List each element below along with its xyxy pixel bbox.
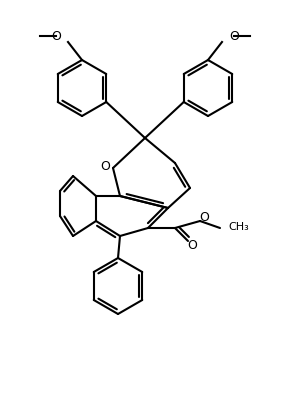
Text: O: O (199, 211, 209, 223)
Text: O: O (100, 160, 110, 173)
Text: O: O (187, 238, 197, 251)
Text: CH₃: CH₃ (228, 222, 249, 232)
Text: O: O (229, 29, 239, 42)
Text: O: O (51, 29, 61, 42)
